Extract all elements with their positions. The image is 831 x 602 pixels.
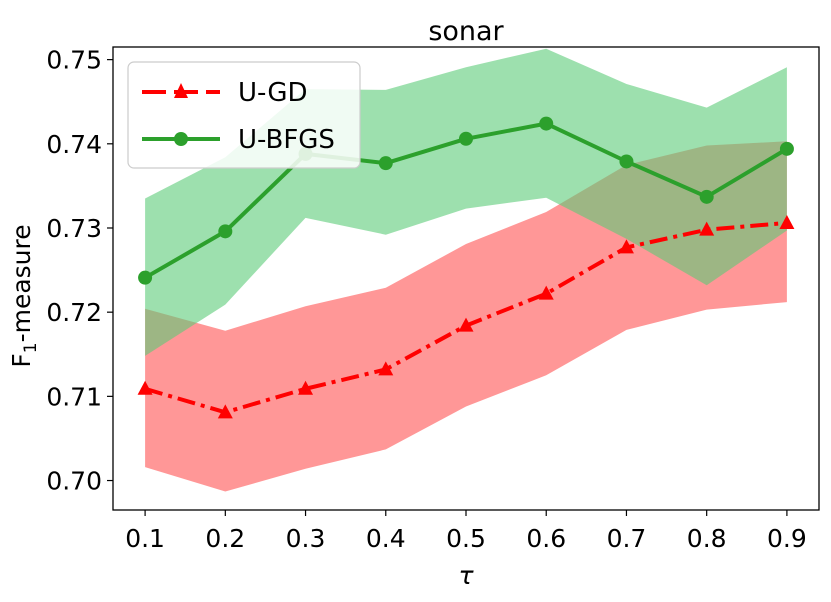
y-tick-label: 0.71 (46, 382, 102, 411)
x-tick-label: 0.2 (205, 524, 245, 553)
y-axis-label-rest: -measure (7, 224, 36, 342)
point-u-gd-5 (538, 285, 554, 300)
x-tick-label: 0.9 (767, 524, 807, 553)
point-u-bfgs-7 (699, 189, 714, 204)
legend: U-GD U-BFGS (127, 61, 361, 169)
y-axis-label: F1-measure (7, 224, 41, 367)
point-u-gd-6 (618, 239, 634, 254)
y-tick-label: 0.74 (46, 130, 102, 159)
point-u-gd-7 (699, 221, 715, 236)
point-u-gd-1 (217, 404, 233, 419)
legend-label-u-gd: U-GD (238, 78, 308, 108)
point-u-gd-8 (779, 214, 795, 229)
point-u-gd-0 (137, 380, 153, 395)
point-u-bfgs-6 (619, 154, 634, 169)
point-u-bfgs-5 (539, 116, 554, 131)
y-tick-label: 0.70 (46, 467, 102, 496)
point-u-bfgs-3 (378, 156, 393, 171)
y-axis-ticks: 0.70 0.71 0.72 0.73 0.74 0.75 (46, 46, 113, 496)
legend-label-u-bfgs: U-BFGS (238, 125, 335, 155)
y-tick-label: 0.73 (46, 214, 102, 243)
point-u-bfgs-8 (779, 141, 794, 156)
point-u-bfgs-0 (138, 270, 153, 285)
x-tick-label: 0.1 (125, 524, 165, 553)
legend-marker-u-gd (174, 83, 188, 98)
legend-marker-u-bfgs (174, 132, 188, 146)
point-u-bfgs-1 (218, 224, 233, 239)
x-tick-label: 0.5 (446, 524, 486, 553)
x-tick-label: 0.4 (366, 524, 406, 553)
point-u-bfgs-4 (459, 131, 473, 146)
x-axis-label: τ (458, 561, 474, 590)
chart-title: sonar (428, 16, 504, 47)
y-tick-label: 0.72 (46, 298, 102, 327)
x-tick-label: 0.7 (607, 524, 647, 553)
x-tick-label: 0.8 (687, 524, 727, 553)
y-axis-label-main: F (7, 353, 36, 367)
x-tick-label: 0.6 (526, 524, 566, 553)
point-u-gd-4 (458, 317, 474, 332)
point-u-gd-2 (298, 380, 314, 395)
y-axis-label-subscript: 1 (21, 342, 41, 353)
x-tick-label: 0.3 (286, 524, 326, 553)
point-u-gd-3 (378, 361, 394, 376)
y-tick-label: 0.75 (46, 46, 102, 75)
x-axis-ticks: 0.1 0.2 0.3 0.4 0.5 0.6 0.7 0.8 0.9 (125, 510, 807, 553)
